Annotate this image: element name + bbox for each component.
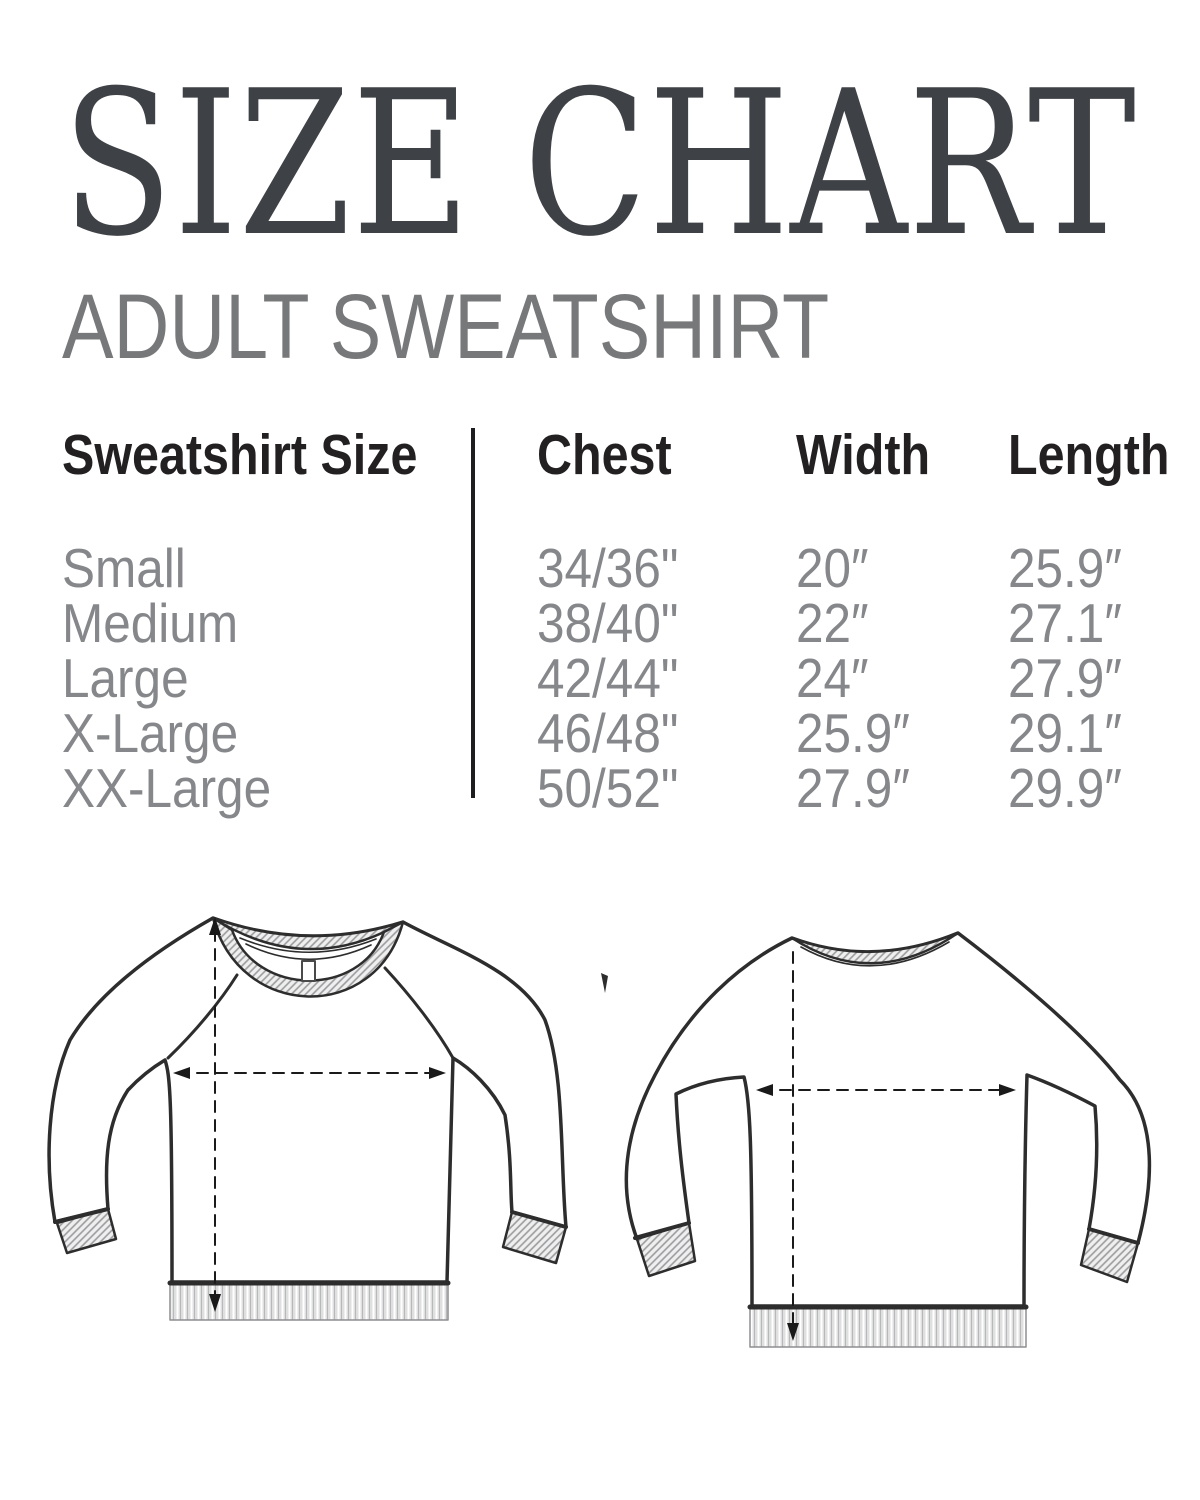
front-collar-bottom-rib: [211, 916, 405, 998]
col-header-width: Width: [796, 423, 931, 487]
length-value: 25.9″: [1008, 537, 1122, 599]
page-title: SIZE CHART: [62, 48, 1137, 281]
stray-mark: [601, 973, 608, 993]
size-label: Large: [62, 647, 189, 709]
back-left-wrist-seam: [633, 1221, 691, 1240]
sweatshirt-diagrams: [47, 916, 1152, 1348]
table-row: Large 42/44" 24″ 27.9″: [62, 651, 1167, 706]
table-divider-line: [471, 428, 475, 798]
size-label: XX-Large: [62, 757, 272, 819]
table-row: XX-Large 50/52" 27.9″ 29.9″: [62, 761, 1167, 816]
chest-value: 38/40": [537, 592, 679, 654]
front-length-line: [209, 917, 221, 1312]
width-value: 25.9″: [796, 702, 910, 764]
size-label: X-Large: [62, 702, 239, 764]
chest-value: 50/52": [537, 757, 679, 819]
front-width-line: [173, 1067, 446, 1079]
table-row: Medium 38/40" 22″ 27.1″: [62, 596, 1167, 651]
width-value: 22″: [796, 592, 869, 654]
size-table: Sweatshirt Size Chest Width Length Small…: [62, 423, 1169, 816]
front-left-wrist-seam: [53, 1207, 110, 1224]
length-value: 27.1″: [1008, 592, 1122, 654]
size-table-body: Small 34/36" 20″ 25.9″ Medium 38/40" 22″…: [62, 541, 1167, 816]
col-header-chest: Chest: [537, 423, 672, 487]
size-label: Small: [62, 537, 186, 599]
front-back-neck-seam: [239, 937, 377, 961]
chest-value: 46/48": [537, 702, 679, 764]
width-value: 24″: [796, 647, 869, 709]
col-header-length: Length: [1008, 423, 1170, 487]
sweatshirt-back-diagram: [624, 931, 1152, 1348]
front-body-outline: [47, 916, 568, 1284]
back-body-outline: [624, 931, 1152, 1308]
table-row: Small 34/36" 20″ 25.9″: [62, 541, 1167, 596]
sweatshirt-front-diagram: [47, 916, 568, 1321]
front-neck-label: [301, 960, 316, 982]
back-right-wrist-seam: [1087, 1227, 1140, 1245]
length-value: 29.9″: [1008, 757, 1122, 819]
width-value: 20″: [796, 537, 869, 599]
width-value: 27.9″: [796, 757, 910, 819]
front-right-wrist-seam: [510, 1210, 568, 1229]
chest-value: 42/44": [537, 647, 679, 709]
back-width-line: [756, 1084, 1016, 1096]
back-collar-rib: [790, 931, 960, 965]
back-length-line: [787, 951, 799, 1341]
table-row: X-Large 46/48" 25.9″ 29.1″: [62, 706, 1167, 761]
size-table-header: Sweatshirt Size Chest Width Length: [62, 423, 1169, 487]
front-left-raglan-seam: [166, 973, 239, 1060]
size-label: Medium: [62, 592, 239, 654]
col-header-size: Sweatshirt Size: [62, 423, 418, 487]
length-value: 27.9″: [1008, 647, 1122, 709]
subtitle: ADULT SWEATSHIRT: [62, 276, 830, 378]
front-right-raglan-seam: [383, 966, 455, 1060]
length-value: 29.1″: [1008, 702, 1122, 764]
chest-value: 34/36": [537, 537, 679, 599]
back-neck-seam: [800, 941, 950, 967]
